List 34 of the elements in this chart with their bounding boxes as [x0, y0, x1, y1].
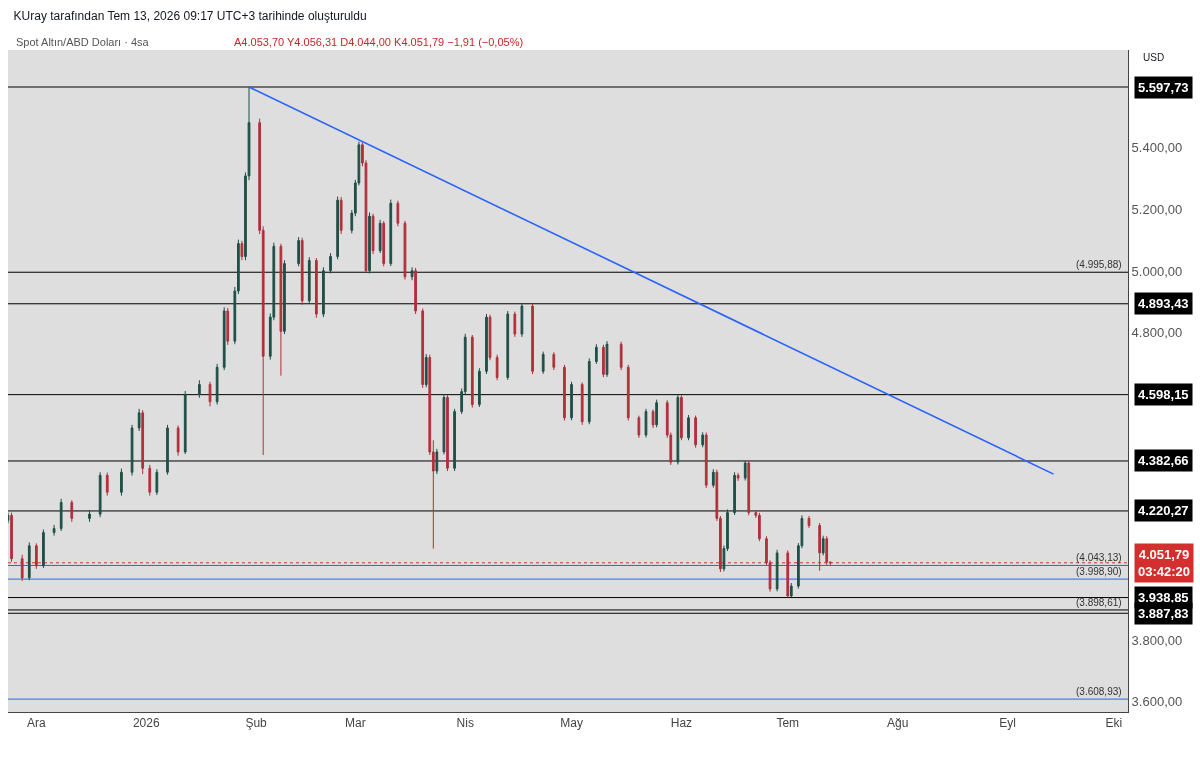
x-tick-label: Ağu — [886, 716, 909, 731]
y-tick-label: 5.400,00 — [1131, 140, 1183, 156]
x-tick-label: May — [560, 716, 583, 731]
ref-line-label: 3.938,85 — [1138, 590, 1189, 605]
x-tick-label: Tem — [776, 716, 800, 731]
y-tick-label: 5.200,00 — [1131, 201, 1183, 217]
annotation: (4.995,88) — [1076, 259, 1122, 270]
y-tick-label: 3.600,00 — [1131, 694, 1183, 710]
y-tick-label: 5.000,00 — [1131, 263, 1183, 279]
ref-line-label: 4.382,66 — [1138, 453, 1189, 468]
ref-line-label: 4.893,43 — [1138, 296, 1189, 311]
ref-line-label: 5.597,73 — [1138, 80, 1189, 95]
y-tick-label: 4.800,00 — [1131, 325, 1183, 341]
text: A4.053,70 Y4.056,31 D4.044,00 K4.051,79 −1,91 (−0,05%) — [234, 36, 524, 48]
x-tick-label: Haz — [670, 716, 693, 731]
x-tick-label: Nis — [456, 716, 474, 731]
x-tick-label: Şub — [245, 716, 268, 731]
annotation: (3.998,90) — [1076, 566, 1122, 577]
annotation: (4.043,13) — [1076, 552, 1122, 563]
text: USD — [1143, 52, 1165, 63]
annotation: (3.608,93) — [1076, 686, 1122, 697]
ref-line-label: 4.598,15 — [1138, 387, 1189, 402]
x-tick-label: Ara — [27, 716, 47, 731]
x-tick-label: Eki — [1105, 716, 1123, 731]
ref-line-label: 4.220,27 — [1138, 503, 1189, 518]
ref-line-label: 4.051,79 03:42:20 — [1138, 547, 1191, 579]
annotation: (3.898,61) — [1076, 597, 1122, 608]
ref-line-label: 3.887,83 — [1138, 606, 1189, 621]
y-tick-label: 3.800,00 — [1131, 632, 1183, 648]
x-tick-label: 2026 — [132, 716, 160, 731]
x-tick-label: Mar — [345, 716, 366, 731]
x-tick-label: Eyl — [999, 716, 1016, 731]
chart-title: KUray tarafından Tem 13, 2026 09:17 UTC+3 tarihinde oluşturuldu — [13, 9, 367, 24]
chart-subtitle: Spot Altın/ABD Doları · 4sa — [16, 36, 150, 48]
